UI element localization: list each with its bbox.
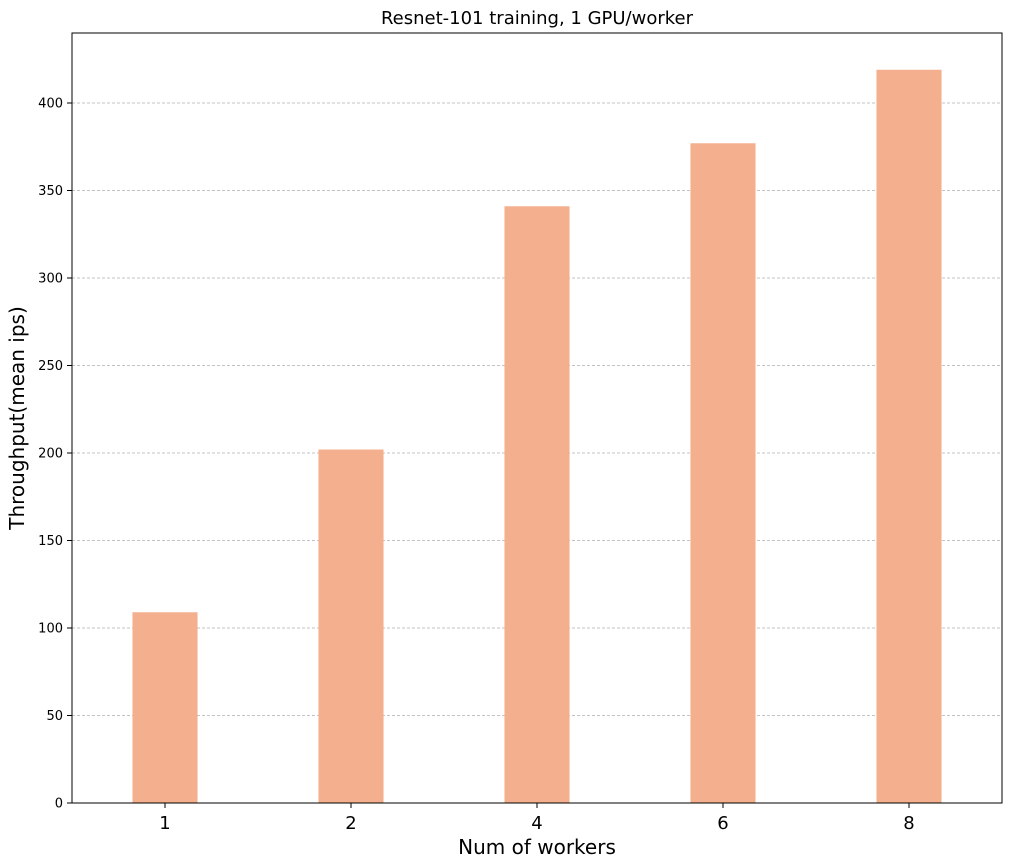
bar-4 bbox=[504, 206, 570, 803]
bar-8 bbox=[876, 69, 942, 803]
x-axis-ticks: 1 2 4 6 8 bbox=[159, 803, 915, 834]
y-tick-label: 50 bbox=[46, 709, 63, 724]
y-tick-label: 400 bbox=[38, 97, 63, 112]
bar-2 bbox=[318, 449, 384, 803]
x-tick-label: 6 bbox=[717, 813, 728, 834]
x-tick-label: 8 bbox=[903, 813, 914, 834]
y-axis-label: Throughput(mean ips) bbox=[5, 306, 29, 531]
bar-1 bbox=[132, 612, 198, 803]
y-tick-label: 100 bbox=[38, 622, 63, 637]
chart-title: Resnet-101 training, 1 GPU/worker bbox=[381, 8, 694, 29]
y-tick-label: 350 bbox=[38, 184, 63, 199]
y-tick-label: 200 bbox=[38, 447, 63, 462]
y-tick-label: 150 bbox=[38, 534, 63, 549]
x-tick-label: 1 bbox=[159, 813, 170, 834]
x-tick-label: 4 bbox=[531, 813, 542, 834]
x-tick-label: 2 bbox=[345, 813, 356, 834]
y-tick-label: 250 bbox=[38, 359, 63, 374]
y-tick-label: 300 bbox=[38, 272, 63, 287]
bars bbox=[132, 69, 942, 803]
x-axis-label: Num of workers bbox=[458, 835, 616, 859]
y-tick-label: 0 bbox=[55, 797, 63, 812]
y-axis-ticks: 0 50 100 150 200 250 300 350 400 bbox=[38, 97, 72, 812]
bar-6 bbox=[690, 143, 756, 803]
